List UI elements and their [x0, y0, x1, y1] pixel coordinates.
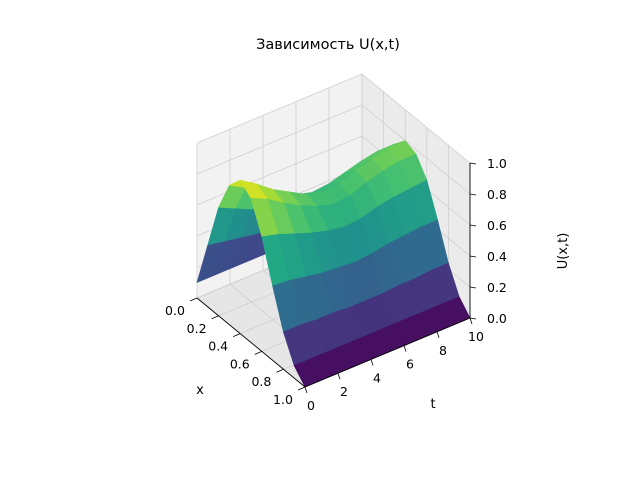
tick-mark [233, 333, 241, 337]
grid-line [196, 73, 363, 144]
grid-line [361, 104, 471, 195]
t-tick-label: 6 [406, 357, 414, 372]
x-axis-label: x [196, 383, 204, 398]
t-tick-label: 2 [340, 384, 348, 399]
tick-mark [254, 351, 262, 355]
z-tick-label: 0.2 [487, 280, 507, 295]
tick-mark [403, 345, 407, 352]
t-tick-label: 0 [307, 398, 315, 413]
tick-mark [469, 162, 477, 165]
x-tick-label: 0.0 [165, 303, 185, 318]
tick-mark [469, 224, 477, 227]
x-axis-line [196, 297, 306, 388]
y-axis-label: t [430, 397, 435, 412]
tick-mark [436, 331, 440, 338]
grid-line [196, 104, 363, 175]
tick-mark [370, 359, 374, 366]
x-tick-label: 1.0 [273, 392, 293, 407]
t-tick-label: 8 [439, 343, 447, 358]
t-tick-label: 4 [373, 370, 381, 385]
axis-lines [196, 163, 471, 388]
tick-mark [469, 193, 477, 196]
tick-mark [469, 317, 473, 325]
t-tick-label: 10 [468, 329, 484, 344]
z-tick-label: 0.8 [487, 187, 507, 202]
z-tick-label: 0.6 [487, 218, 507, 233]
surface-mesh [196, 140, 471, 388]
tick-mark [469, 255, 477, 258]
tick-mark [211, 315, 219, 320]
chart-title: Зависимость U(x,t) [256, 37, 400, 53]
tick-mark [469, 286, 477, 289]
z-axis-label: U(x,t) [556, 233, 571, 270]
x-tick-label: 0.6 [230, 356, 250, 371]
tick-mark [337, 373, 341, 380]
tick-mark [276, 368, 284, 373]
tick-mark [304, 386, 308, 394]
x-tick-label: 0.2 [187, 321, 207, 336]
tick-mark [189, 297, 198, 302]
tick-mark [297, 386, 306, 391]
t-axis-line [304, 317, 471, 388]
z-tick-label: 0.4 [487, 249, 507, 264]
grid-line [196, 135, 363, 206]
z-tick-label: 0.0 [487, 311, 507, 326]
z-tick-label: 1.0 [487, 156, 507, 171]
tick-mark [469, 317, 477, 320]
grid-line [361, 73, 471, 164]
axis-ticks: 0.00.20.40.60.81.0 02468100.00.20.40.60.8… [165, 156, 507, 413]
x-tick-label: 0.8 [251, 374, 271, 389]
x-tick-label: 0.4 [208, 339, 228, 354]
